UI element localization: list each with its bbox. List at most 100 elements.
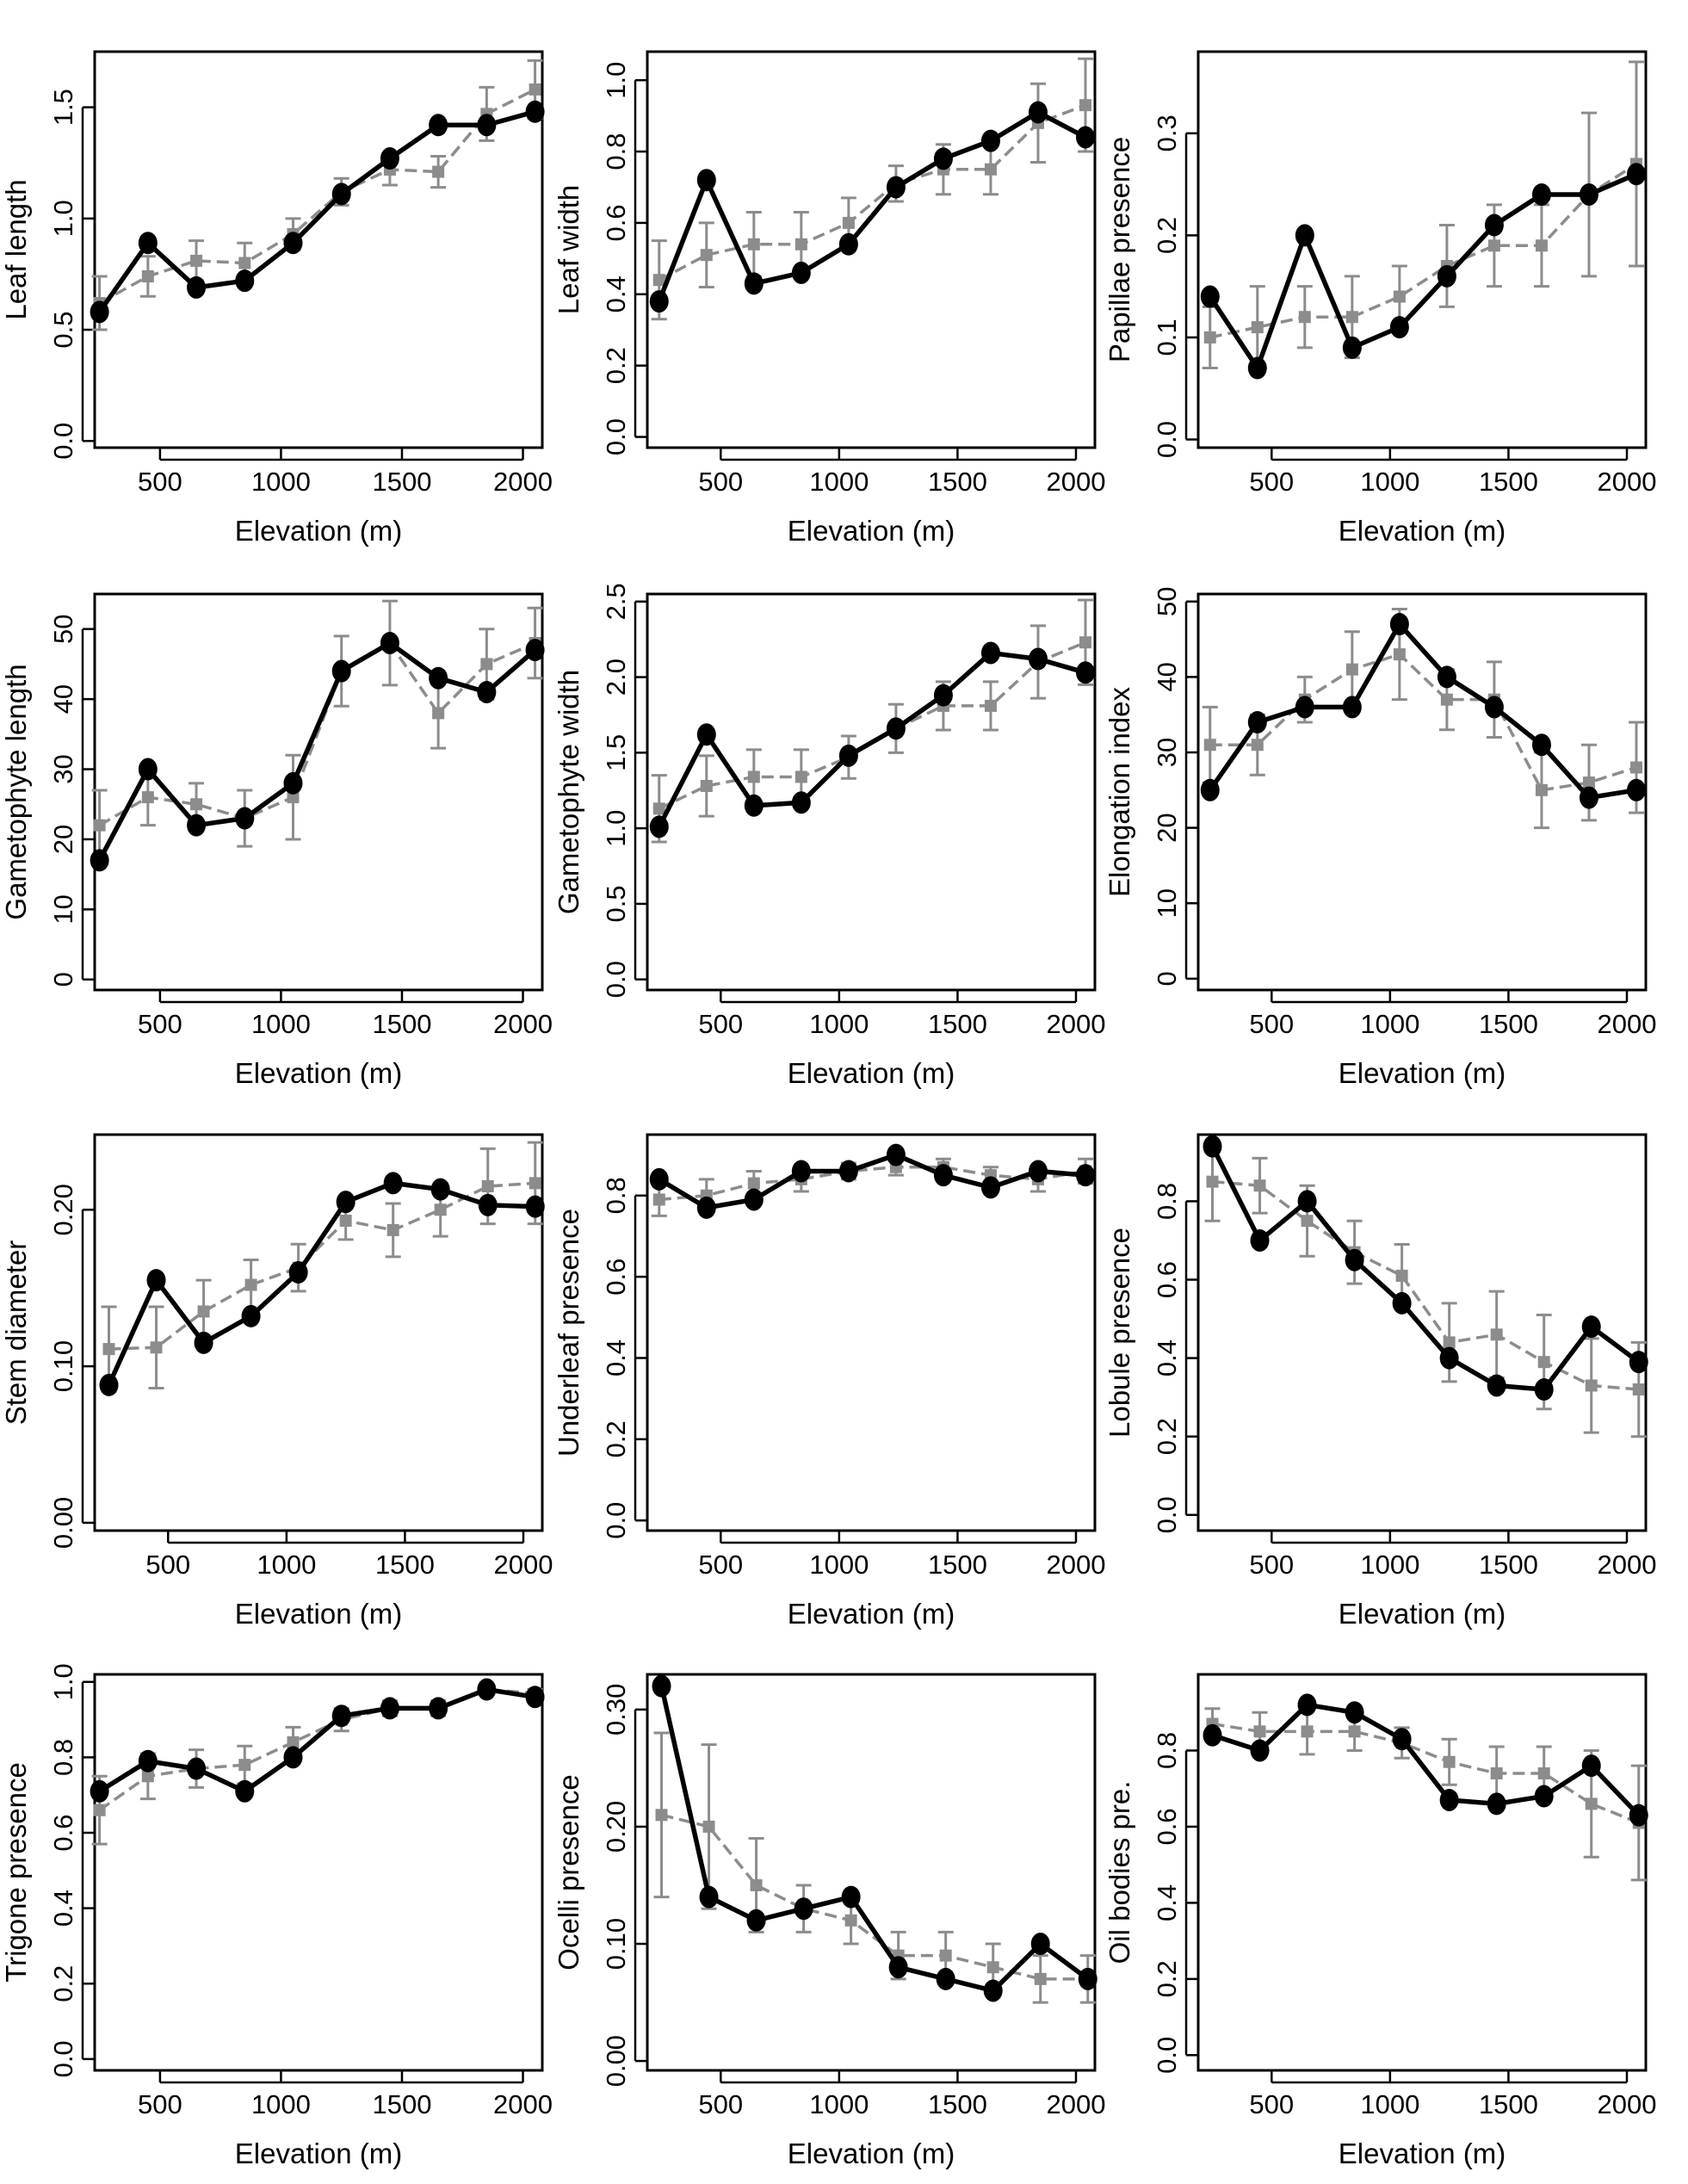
chart-panel: 500 1000 1500 2000 0.0 0.2 0.4 0.6 0.8 Elevation … [553,1133,1105,1630]
data-point-circle [1345,1701,1364,1724]
y-axis-title: Gametophyte length [0,664,32,919]
data-point-circle [1075,661,1095,684]
data-point-square [939,1949,952,1962]
data-point-square [1079,636,1091,649]
x-tick-label: 1500 [1479,2089,1538,2119]
data-point-circle [744,1188,764,1211]
data-point-circle [1247,356,1267,380]
y-tick-label: 0.0 [601,418,631,455]
data-point-circle [187,1757,207,1780]
data-point-circle [649,290,669,313]
plot-frame [646,1133,1097,1532]
y-tick-label: 0.6 [1152,1808,1182,1845]
data-point-circle [936,1967,955,1990]
data-point-square [795,238,807,251]
data-point-circle [1203,1723,1222,1747]
data-point-circle [791,261,811,284]
data-point-circle [933,1164,953,1187]
data-point-circle [429,114,448,137]
y-axis-title: Ocelli presence [553,1774,584,1970]
y-tick-label: 0.4 [1152,1339,1182,1377]
x-tick-label: 1500 [372,2089,431,2119]
data-point-circle [696,169,716,192]
data-point-square [190,254,203,267]
data-point-circle [235,807,255,830]
data-point-square [700,249,713,262]
x-tick-label: 500 [138,1009,182,1039]
x-tick-label: 500 [1249,1009,1294,1039]
data-point-circle [838,1160,858,1183]
series-line-black [97,109,536,313]
data-point-square [1203,331,1216,343]
data-point-circle [380,147,399,170]
data-point-circle [838,232,858,256]
data-point-square [1345,663,1358,676]
data-point-circle [1028,647,1048,671]
x-axis-title: Elevation (m) [1339,1598,1506,1630]
chart-panel: 500 1000 1500 2000 0.0 0.5 1.0 1.5 Elevation (m)… [0,50,553,547]
data-point-circle [288,1261,308,1284]
y-tick-label: 0.20 [48,1184,78,1235]
data-point-square [747,238,760,251]
y-tick-label: 50 [48,614,78,643]
data-point-circle [1437,665,1456,689]
data-point-square [842,216,855,229]
data-point-circle [525,100,545,123]
data-point-square [1206,1175,1219,1188]
data-point-circle [1295,224,1314,247]
plot-frame [646,592,1097,992]
x-tick-label: 1500 [1479,467,1538,497]
data-point-circle [1342,336,1362,359]
data-point-square [1203,739,1216,752]
plot-frame [93,1673,544,2072]
x-axis-title: Elevation (m) [235,2138,402,2169]
x-tick-label: 1500 [928,2089,987,2119]
x-tick-label: 1000 [809,2089,869,2119]
x-tick-label: 500 [138,2089,182,2119]
y-tick-label: 30 [48,754,78,783]
data-point-circle [1437,264,1456,288]
data-point-circle [187,275,207,299]
y-axis-title: Leaf length [0,179,32,319]
data-point-circle [383,1172,403,1195]
series-line-black [658,1152,1086,1210]
data-point-circle [477,1678,497,1701]
plot-frame [1196,1673,1648,2072]
data-point-circle [429,666,448,690]
data-point-circle [1626,778,1646,801]
data-point-circle [696,723,716,746]
data-point-circle [649,815,669,838]
x-tick-label: 2000 [1598,1009,1657,1039]
y-axis-title: Trigone presence [0,1762,32,1983]
data-point-square [1490,1767,1503,1779]
y-tick-label: 0.0 [1152,421,1182,458]
data-point-circle [138,1749,158,1773]
data-point-square [93,819,106,832]
series-line-gray [1212,1179,1639,1391]
data-point-circle [791,1160,811,1183]
data-point-square [141,270,154,283]
y-tick-label: 10 [1152,888,1182,918]
y-axis-title: Gametophyte width [553,670,584,914]
data-point-square [844,1914,857,1927]
data-point-circle [1629,1351,1648,1374]
data-point-circle [1250,1228,1270,1252]
chart-panel: 500 1000 1500 2000 0 10 20 30 40 50 Elevation (m) E… [1104,587,1657,1089]
data-point-circle [886,1143,906,1166]
y-tick-label: 0.1 [1152,319,1182,356]
data-point-circle [980,1176,1000,1199]
data-point-square [1535,239,1548,252]
chart-panel: 500 1000 1500 2000 0.0 0.2 0.4 0.6 0.8 Elevation … [1104,1133,1656,1630]
data-point-square [1490,1328,1503,1341]
data-point-square [1395,1269,1408,1282]
series-line-gray [658,103,1086,282]
data-point-circle [1203,1135,1222,1158]
series-line-black [97,640,537,862]
data-point-square [190,798,203,811]
y-tick-label: 0.10 [48,1340,78,1392]
data-point-circle [194,1331,213,1354]
data-point-circle [90,849,109,872]
data-point-square [434,1203,447,1216]
data-point-square [1034,1972,1047,1985]
y-tick-label: 1.5 [48,89,78,126]
